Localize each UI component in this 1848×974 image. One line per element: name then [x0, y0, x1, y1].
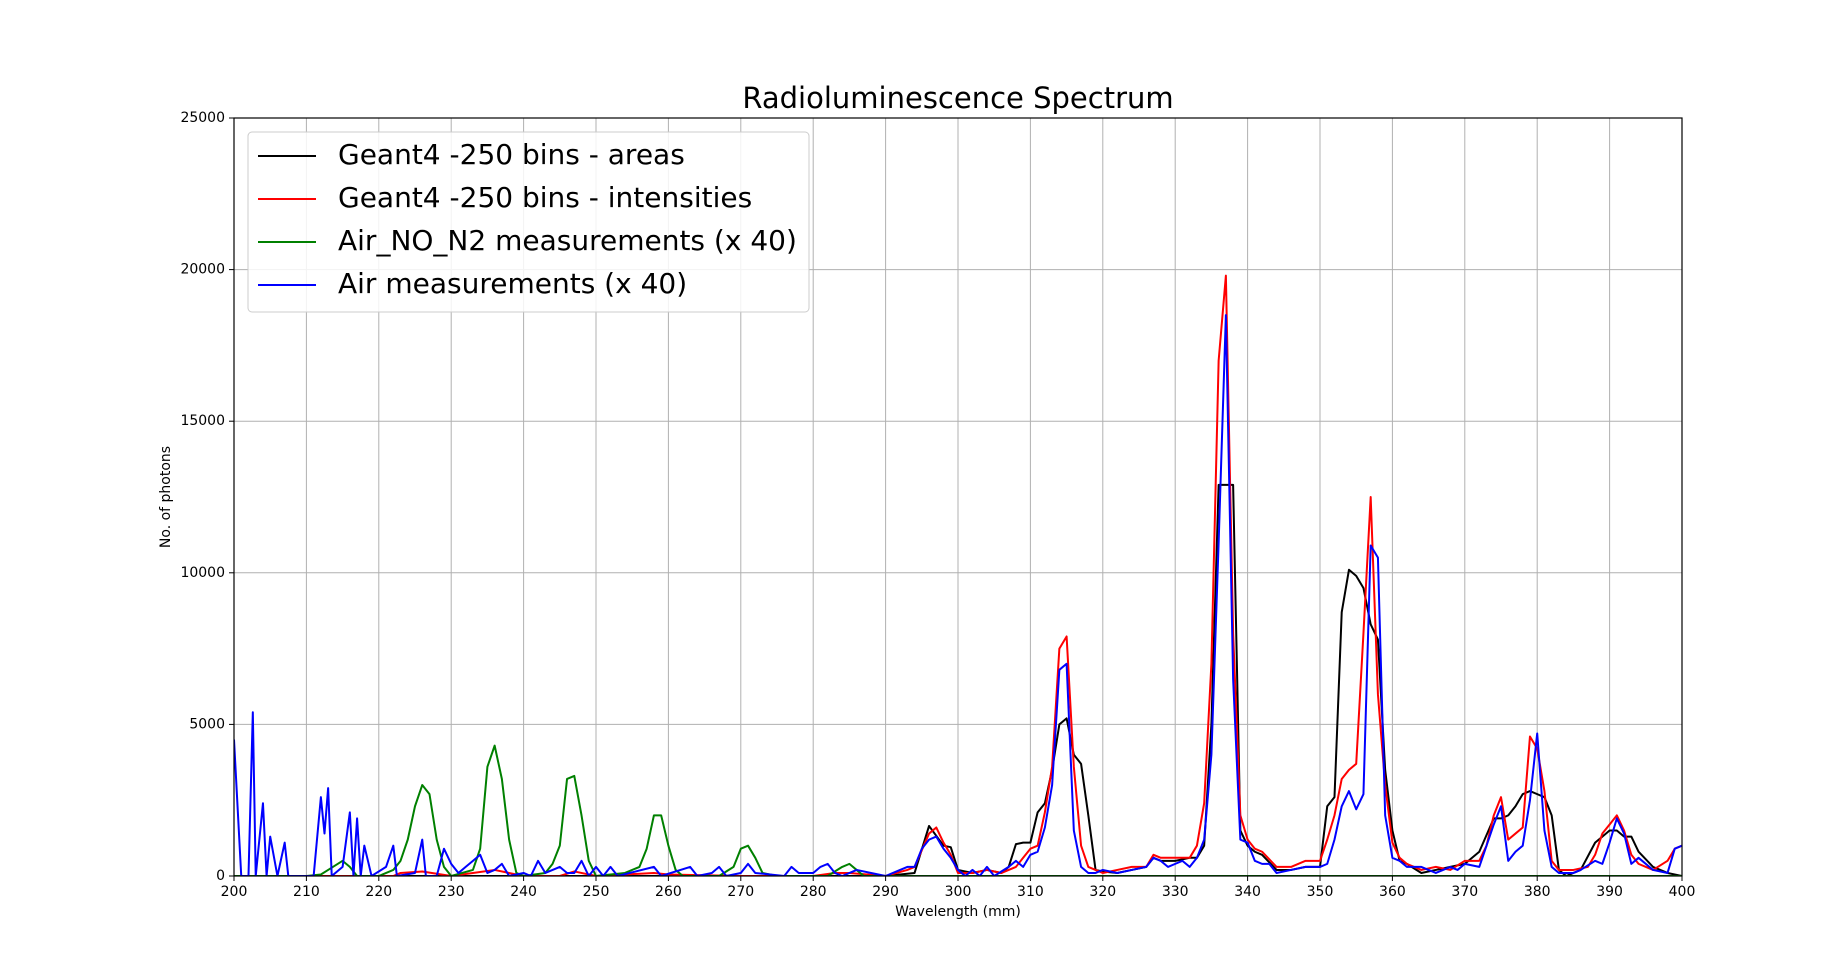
x-tick-label: 270 [727, 884, 754, 900]
x-tick-label: 280 [800, 884, 827, 900]
x-tick-label: 240 [510, 884, 537, 900]
y-axis-label: No. of photons [158, 446, 174, 548]
x-tick-label: 320 [1089, 884, 1116, 900]
x-tick-label: 300 [945, 884, 972, 900]
series-line [234, 744, 1682, 876]
legend-label: Geant4 -250 bins - intensities [338, 181, 752, 214]
series-line [234, 314, 1682, 876]
legend-label: Geant4 -250 bins - areas [338, 138, 685, 171]
x-tick-label: 250 [583, 884, 610, 900]
y-tick-label: 15000 [180, 413, 225, 429]
x-tick-label: 200 [221, 884, 248, 900]
legend-box [247, 131, 810, 313]
legend-label: Air measurements (x 40) [338, 267, 687, 300]
x-tick-label: 390 [1596, 884, 1623, 900]
x-axis-label: Wavelength (mm) [895, 904, 1021, 920]
y-tick-label: 25000 [180, 110, 225, 126]
x-tick-label: 340 [1234, 884, 1261, 900]
y-tick-label: 20000 [180, 262, 225, 278]
y-tick-label: 10000 [180, 565, 225, 581]
x-tick-label: 360 [1379, 884, 1406, 900]
x-tick-label: 210 [293, 884, 320, 900]
x-tick-label: 350 [1307, 884, 1334, 900]
x-tick-label: 290 [872, 884, 899, 900]
series-line [234, 274, 1682, 876]
chart-title: Radioluminescence Spectrum [742, 81, 1173, 115]
plot-frame [233, 117, 1683, 877]
legend-label: Air_NO_N2 measurements (x 40) [338, 224, 797, 257]
x-tick-label: 380 [1524, 884, 1551, 900]
x-tick-label: 400 [1669, 884, 1696, 900]
x-tick-label: 370 [1451, 884, 1478, 900]
y-tick-label: 0 [216, 868, 225, 884]
y-tick-label: 5000 [189, 716, 225, 732]
x-tick-label: 310 [1017, 884, 1044, 900]
x-tick-label: 330 [1162, 884, 1189, 900]
x-tick-label: 220 [365, 884, 392, 900]
x-tick-label: 260 [655, 884, 682, 900]
x-tick-label: 230 [438, 884, 465, 900]
